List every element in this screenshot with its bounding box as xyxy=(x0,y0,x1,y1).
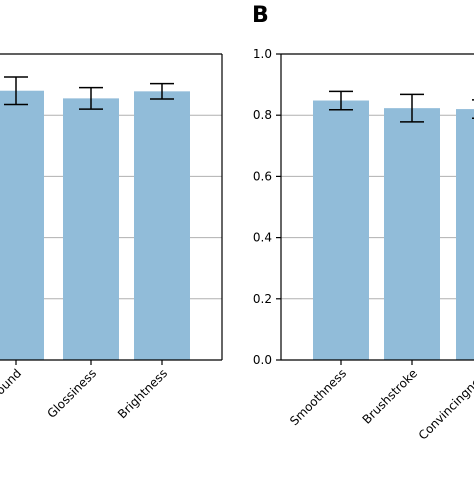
xtick-label-a-2: Brightness xyxy=(115,366,170,421)
errorbar-a-1 xyxy=(79,86,103,110)
ytick-label-b-5: 1.0 xyxy=(253,47,272,61)
axes-a xyxy=(0,53,223,361)
axes-b xyxy=(280,53,474,361)
bar-a-0 xyxy=(0,90,44,360)
xtick-label-b-1: Brushstroke xyxy=(360,366,420,426)
bar-a-1 xyxy=(63,98,119,361)
xtick-label-b-2: Convincingness xyxy=(416,366,474,442)
errorbar-a-0 xyxy=(4,76,28,106)
ytick-label-b-3: 0.6 xyxy=(253,169,272,183)
xtick-label-b-0: Smoothness xyxy=(287,366,349,428)
errorbar-b-0 xyxy=(329,90,353,111)
ytick-label-b-0: 0.0 xyxy=(253,353,272,367)
ytick-label-b-2: 0.4 xyxy=(253,231,272,245)
ytick-label-b-4: 0.8 xyxy=(253,108,272,122)
bar-b-1 xyxy=(384,108,440,360)
errorbar-b-1 xyxy=(400,93,424,123)
panel-b: B 0.0 0.2 0.4 0.6 0.8 1.0 Smoothness Brushstrok… xyxy=(252,3,474,443)
ytick-label-b-1: 0.2 xyxy=(253,292,272,306)
errorbar-a-2 xyxy=(150,82,174,100)
bar-a-2 xyxy=(134,91,190,360)
panel-a: Background Glossiness Brightness xyxy=(0,53,223,427)
bar-b-2 xyxy=(456,109,474,360)
panel-b-label: B xyxy=(252,3,269,28)
xtick-label-a-1: Glossiness xyxy=(44,366,99,421)
bar-b-0 xyxy=(313,100,369,361)
xtick-label-a-0: Background xyxy=(0,366,24,427)
